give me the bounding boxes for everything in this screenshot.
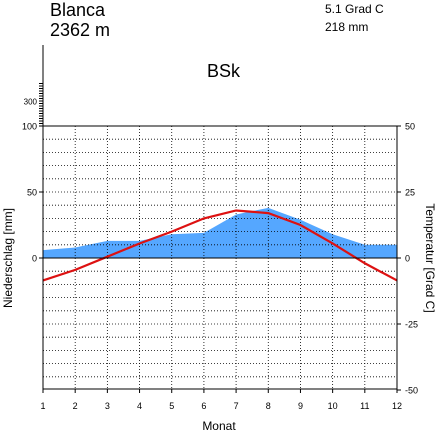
x-tick-label: 7 [234, 401, 239, 411]
precip-area [43, 207, 397, 258]
x-tick-label: 2 [73, 401, 78, 411]
x-tick-label: 11 [360, 401, 369, 411]
x-tick-label: 8 [266, 401, 271, 411]
temperature-line [42, 209, 398, 282]
y-right-tick-label: 0 [405, 254, 410, 264]
y-left-tick-label: 0 [32, 254, 37, 264]
climate-classification: BSk [207, 61, 241, 81]
x-tick-label: 12 [392, 401, 402, 411]
annual-precipitation: 218 mm [325, 20, 369, 34]
x-tick-label: 1 [40, 401, 45, 411]
grid-layer [43, 125, 397, 389]
station-name: Blanca [50, 0, 106, 20]
x-axis-label: Monat [202, 419, 236, 430]
x-tick-label: 4 [137, 401, 142, 411]
y-left-tick-label: 50 [27, 188, 37, 198]
mean-temperature: 5.1 Grad C [325, 2, 384, 16]
x-tick-label: 3 [105, 401, 110, 411]
station-elevation: 2362 m [50, 20, 111, 40]
y-right-tick-label: -25 [405, 320, 418, 330]
y-left-tick-label: 100 [22, 122, 37, 132]
x-tick-label: 10 [328, 401, 338, 411]
y-axis-label-left: Niederschlag [mm] [1, 208, 15, 308]
x-tick-label: 6 [201, 401, 206, 411]
y-axis-label-right: Temperatur [Grad C] [423, 203, 437, 312]
precip-layer [43, 207, 397, 258]
x-tick-label: 9 [298, 401, 303, 411]
x-tick-label: 5 [169, 401, 174, 411]
y-right-tick-label: -50 [405, 386, 418, 396]
y-right-tick-label: 50 [405, 122, 415, 132]
temp-layer [42, 209, 398, 282]
y-left-tick-label: 300 [24, 98, 38, 107]
y-right-tick-label: 25 [405, 188, 415, 198]
